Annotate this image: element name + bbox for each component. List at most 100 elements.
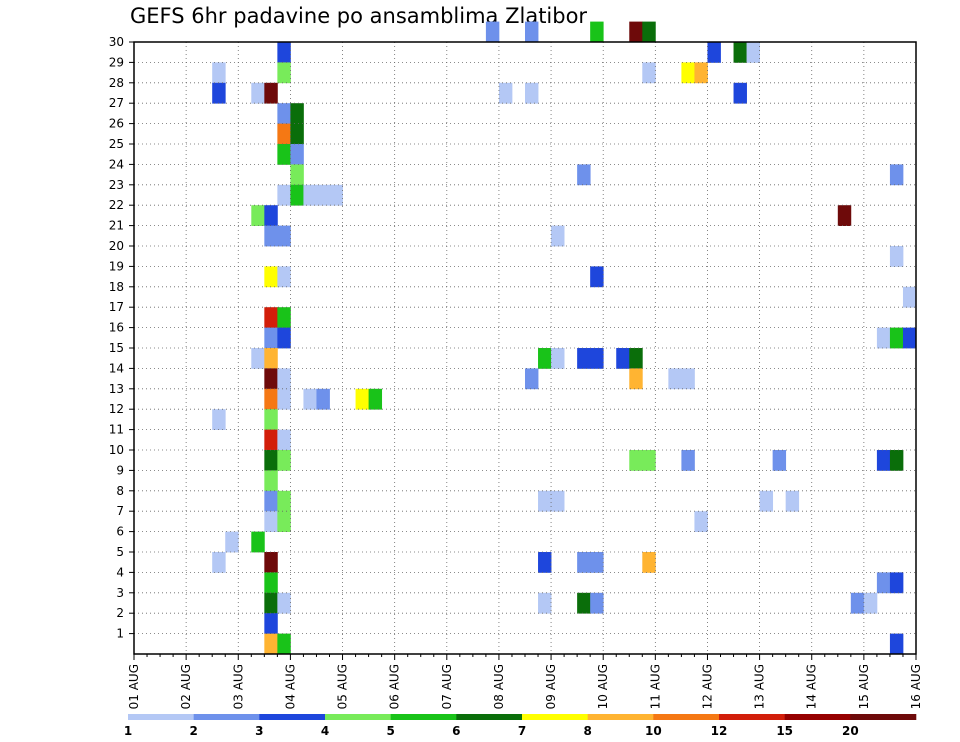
heatmap-cell [902, 286, 917, 308]
heatmap-cell [225, 531, 239, 553]
heatmap-cell [355, 388, 369, 410]
heatmap-cell [277, 490, 291, 512]
y-tick-label: 2 [116, 606, 124, 620]
heatmap-cell [902, 327, 917, 349]
heatmap-cell [264, 82, 278, 104]
heatmap-cell [264, 205, 278, 226]
x-tick-label: 11 AUG [648, 664, 662, 709]
heatmap-cell [212, 62, 226, 84]
y-tick-label: 1 [116, 627, 124, 641]
y-tick-label: 27 [109, 96, 124, 110]
heatmap-cell [629, 368, 643, 390]
x-tick-label: 07 AUG [440, 664, 454, 709]
colorbar-label: 4 [321, 724, 329, 738]
colorbar-segment [587, 714, 654, 720]
x-tick-label: 16 AUG [909, 664, 923, 709]
heatmap-cell [668, 368, 682, 390]
y-tick-label: 20 [109, 239, 124, 253]
x-tick-label: 04 AUG [283, 664, 297, 709]
heatmap-cell [264, 368, 278, 390]
heatmap-cell [642, 21, 656, 43]
heatmap-cell [277, 184, 291, 206]
heatmap-cell [681, 450, 695, 471]
colorbar-label: 1 [124, 724, 132, 738]
heatmap-cell [551, 348, 565, 369]
x-tick-label: 13 AUG [753, 664, 767, 709]
heatmap-cell [538, 348, 552, 369]
heatmap-cell [264, 633, 278, 655]
heatmap-cell [251, 205, 265, 226]
heatmap-cell [785, 490, 800, 512]
heatmap-cell [212, 82, 226, 104]
heatmap-cell [681, 368, 695, 390]
heatmap-cell [889, 327, 904, 349]
colorbar-label: 2 [189, 724, 197, 738]
heatmap-cell [277, 144, 291, 165]
heatmap-cell [889, 633, 904, 655]
y-tick-label: 17 [109, 300, 124, 314]
heatmap-cell [694, 511, 708, 532]
colorbar-segment [850, 714, 917, 720]
colorbar-label: 10 [645, 724, 662, 738]
y-tick-label: 19 [109, 259, 124, 273]
heatmap-cell [264, 409, 278, 430]
y-tick-label: 15 [109, 341, 124, 355]
heatmap-cell [642, 552, 656, 573]
heatmap-cell [212, 409, 226, 430]
y-tick-label: 7 [116, 504, 124, 518]
y-tick-label: 26 [109, 117, 124, 131]
heatmap-cell [264, 552, 278, 573]
heatmap-cell [759, 490, 774, 512]
heatmap-cell [577, 164, 591, 186]
heatmap-cell [525, 368, 539, 390]
colorbar-label: 3 [255, 724, 263, 738]
heatmap-cell [577, 348, 591, 369]
heatmap-cell [277, 388, 291, 410]
heatmap-cell [889, 246, 904, 267]
y-tick-label: 11 [109, 423, 124, 437]
heatmap-cell [277, 62, 291, 84]
y-tick-labels: 1234567891011121314151617181920212223242… [109, 35, 124, 641]
heatmap-cell [264, 490, 278, 512]
heatmap-cell [277, 450, 291, 471]
y-tick-label: 6 [116, 525, 124, 539]
y-tick-label: 13 [109, 382, 124, 396]
chart-title: GEFS 6hr padavine po ansamblima Zlatibor [130, 4, 588, 28]
colorbar-label: 5 [386, 724, 394, 738]
heatmap-cell [316, 388, 330, 410]
y-tick-label: 4 [116, 565, 124, 579]
heatmap-cell [733, 82, 747, 104]
heatmap-cell [577, 592, 591, 614]
y-tick-label: 3 [116, 586, 124, 600]
heatmap-cell [329, 184, 343, 206]
colorbar-label: 15 [776, 724, 793, 738]
x-tick-label: 03 AUG [231, 664, 245, 709]
colorbar-segment [259, 714, 326, 720]
heatmap-cell [368, 388, 383, 410]
heatmap-cell [303, 184, 317, 206]
x-tick-label: 12 AUG [700, 664, 714, 709]
heatmap-cell [642, 450, 656, 471]
heatmap-cell [485, 21, 500, 43]
heatmap-cell [590, 552, 604, 573]
heatmap-cell [264, 572, 278, 594]
colorbar-label: 8 [583, 724, 591, 738]
y-tick-label: 5 [116, 545, 124, 559]
heatmap-cell [277, 511, 291, 532]
heatmap-cell [264, 592, 278, 614]
heatmap-cell [629, 348, 643, 369]
colorbar-label: 6 [452, 724, 460, 738]
heatmap-cell [277, 368, 291, 390]
heatmap-cell [290, 103, 304, 124]
axis-ticks [129, 41, 917, 660]
heatmap-cell [629, 450, 643, 471]
y-tick-label: 28 [109, 76, 124, 90]
heatmap-cell [264, 470, 278, 492]
heatmap-cell [629, 21, 643, 43]
heatmap-cell [876, 450, 891, 471]
heatmap-cell [525, 21, 539, 43]
heatmap-cell [538, 490, 552, 512]
heatmap-cell [850, 592, 865, 614]
heatmap-cell [264, 266, 278, 288]
y-tick-label: 24 [109, 157, 124, 171]
